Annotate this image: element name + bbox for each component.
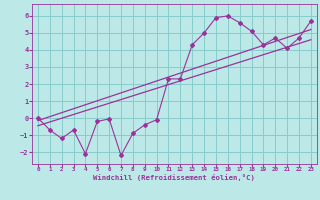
X-axis label: Windchill (Refroidissement éolien,°C): Windchill (Refroidissement éolien,°C) (93, 174, 255, 181)
